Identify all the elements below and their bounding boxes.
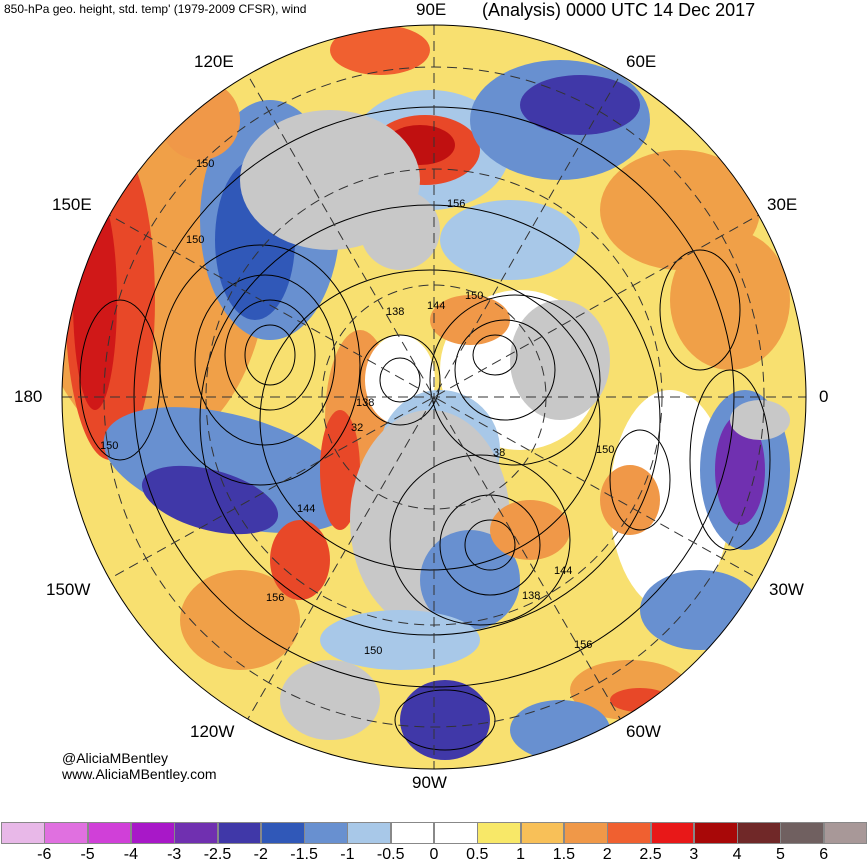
graticule (62, 25, 806, 769)
map-disc (62, 25, 806, 769)
lon-label-60w: 60W (626, 722, 661, 741)
contour-label: 150 (465, 290, 483, 302)
colorbar-swatch (823, 822, 868, 844)
lon-label-0: 0 (819, 387, 829, 406)
contour-label: 144 (297, 503, 315, 515)
valid-time: (Analysis) 0000 UTC 14 Dec 2017 (482, 0, 756, 20)
map-border (61, 24, 807, 770)
colorbar-swatch (737, 822, 781, 844)
colorbar-swatch (130, 822, 175, 844)
lon-label-30w: 30W (769, 580, 804, 599)
lon-label-90e: 90E (416, 0, 447, 19)
colorbar-label: -1 (340, 846, 355, 863)
colorbar-label: 3 (689, 846, 699, 863)
contour-label: 150 (196, 158, 214, 170)
contour-label: 150 (100, 440, 118, 452)
contour-label: 138 (522, 590, 540, 602)
lon-label-180: 180 (14, 387, 43, 406)
colorbar-swatch (1, 822, 45, 844)
contour-label: 150 (596, 444, 614, 456)
colorbar-label: 0.5 (466, 846, 489, 863)
colorbar-swatch (607, 822, 651, 844)
contour-label: 138 (386, 306, 404, 318)
colorbar-label: 1 (516, 846, 526, 863)
map-title: 850-hPa geo. height, std. temp' (1979-20… (4, 2, 307, 16)
colorbar-swatch (390, 822, 435, 844)
polar-map: 150 150 156 138 144 150 138 32 38 150 14… (61, 24, 807, 770)
colorbar-swatch (44, 822, 89, 844)
colorbar-label: 4 (732, 846, 742, 863)
contour-label: 144 (554, 565, 572, 577)
colorbar-swatch (693, 822, 738, 844)
colorbar-label: -2.5 (203, 846, 232, 863)
colorbar-swatch (780, 822, 825, 844)
colorbar-label: -2 (253, 846, 268, 863)
lon-label-60e: 60E (626, 52, 657, 71)
colorbar-label: -1.5 (290, 846, 318, 863)
lon-label-150e: 150E (52, 195, 92, 214)
contour-value-labels: 150 150 156 138 144 150 138 32 38 150 14… (100, 158, 614, 657)
colorbar-label: -0.5 (376, 846, 405, 863)
colorbar-swatch (304, 822, 348, 844)
contour-label: 150 (364, 645, 382, 657)
colorbar-swatch (520, 822, 565, 844)
contour-label: 144 (427, 300, 445, 312)
contour-label: 150 (186, 234, 204, 246)
colorbar-label: 0 (429, 846, 439, 863)
colorbar-swatch (563, 822, 608, 844)
colorbar-label: -6 (37, 846, 52, 863)
contour-label: 138 (356, 397, 374, 409)
colorbar-swatch (87, 822, 132, 844)
colorbar-swatch (347, 822, 392, 844)
colorbar-swatch (650, 822, 695, 844)
colorbar-label: -4 (123, 846, 138, 863)
lon-label-30e: 30E (767, 195, 798, 214)
colorbar-label: 2.5 (639, 846, 662, 863)
contour-label: 156 (266, 592, 284, 604)
colorbar-label: 5 (775, 846, 785, 863)
colorbar-label: 6 (819, 846, 829, 863)
colorbar-label: 1.5 (552, 846, 576, 863)
contour-label: 38 (493, 447, 505, 459)
lon-label-90w: 90W (412, 773, 447, 792)
lon-label-150w: 150W (46, 580, 91, 599)
colorbar-swatch (477, 822, 522, 844)
lon-label-120w: 120W (190, 722, 235, 741)
colorbar-swatch (260, 822, 305, 844)
colorbar-swatch (174, 822, 218, 844)
colorbar-label: -5 (80, 846, 95, 863)
contour-label: 32 (351, 422, 363, 434)
colorbar-label: -3 (167, 846, 182, 863)
contour-label: 156 (447, 198, 465, 210)
contour-label: 156 (574, 639, 592, 651)
lon-label-120e: 120E (194, 52, 234, 71)
colorbar-swatch (217, 822, 262, 844)
colorbar-label: 2 (602, 846, 612, 863)
credit-handle: @AliciaMBentley (62, 750, 169, 766)
colorbar-swatch (434, 822, 478, 844)
credit-website: www.AliciaMBentley.com (62, 766, 217, 782)
